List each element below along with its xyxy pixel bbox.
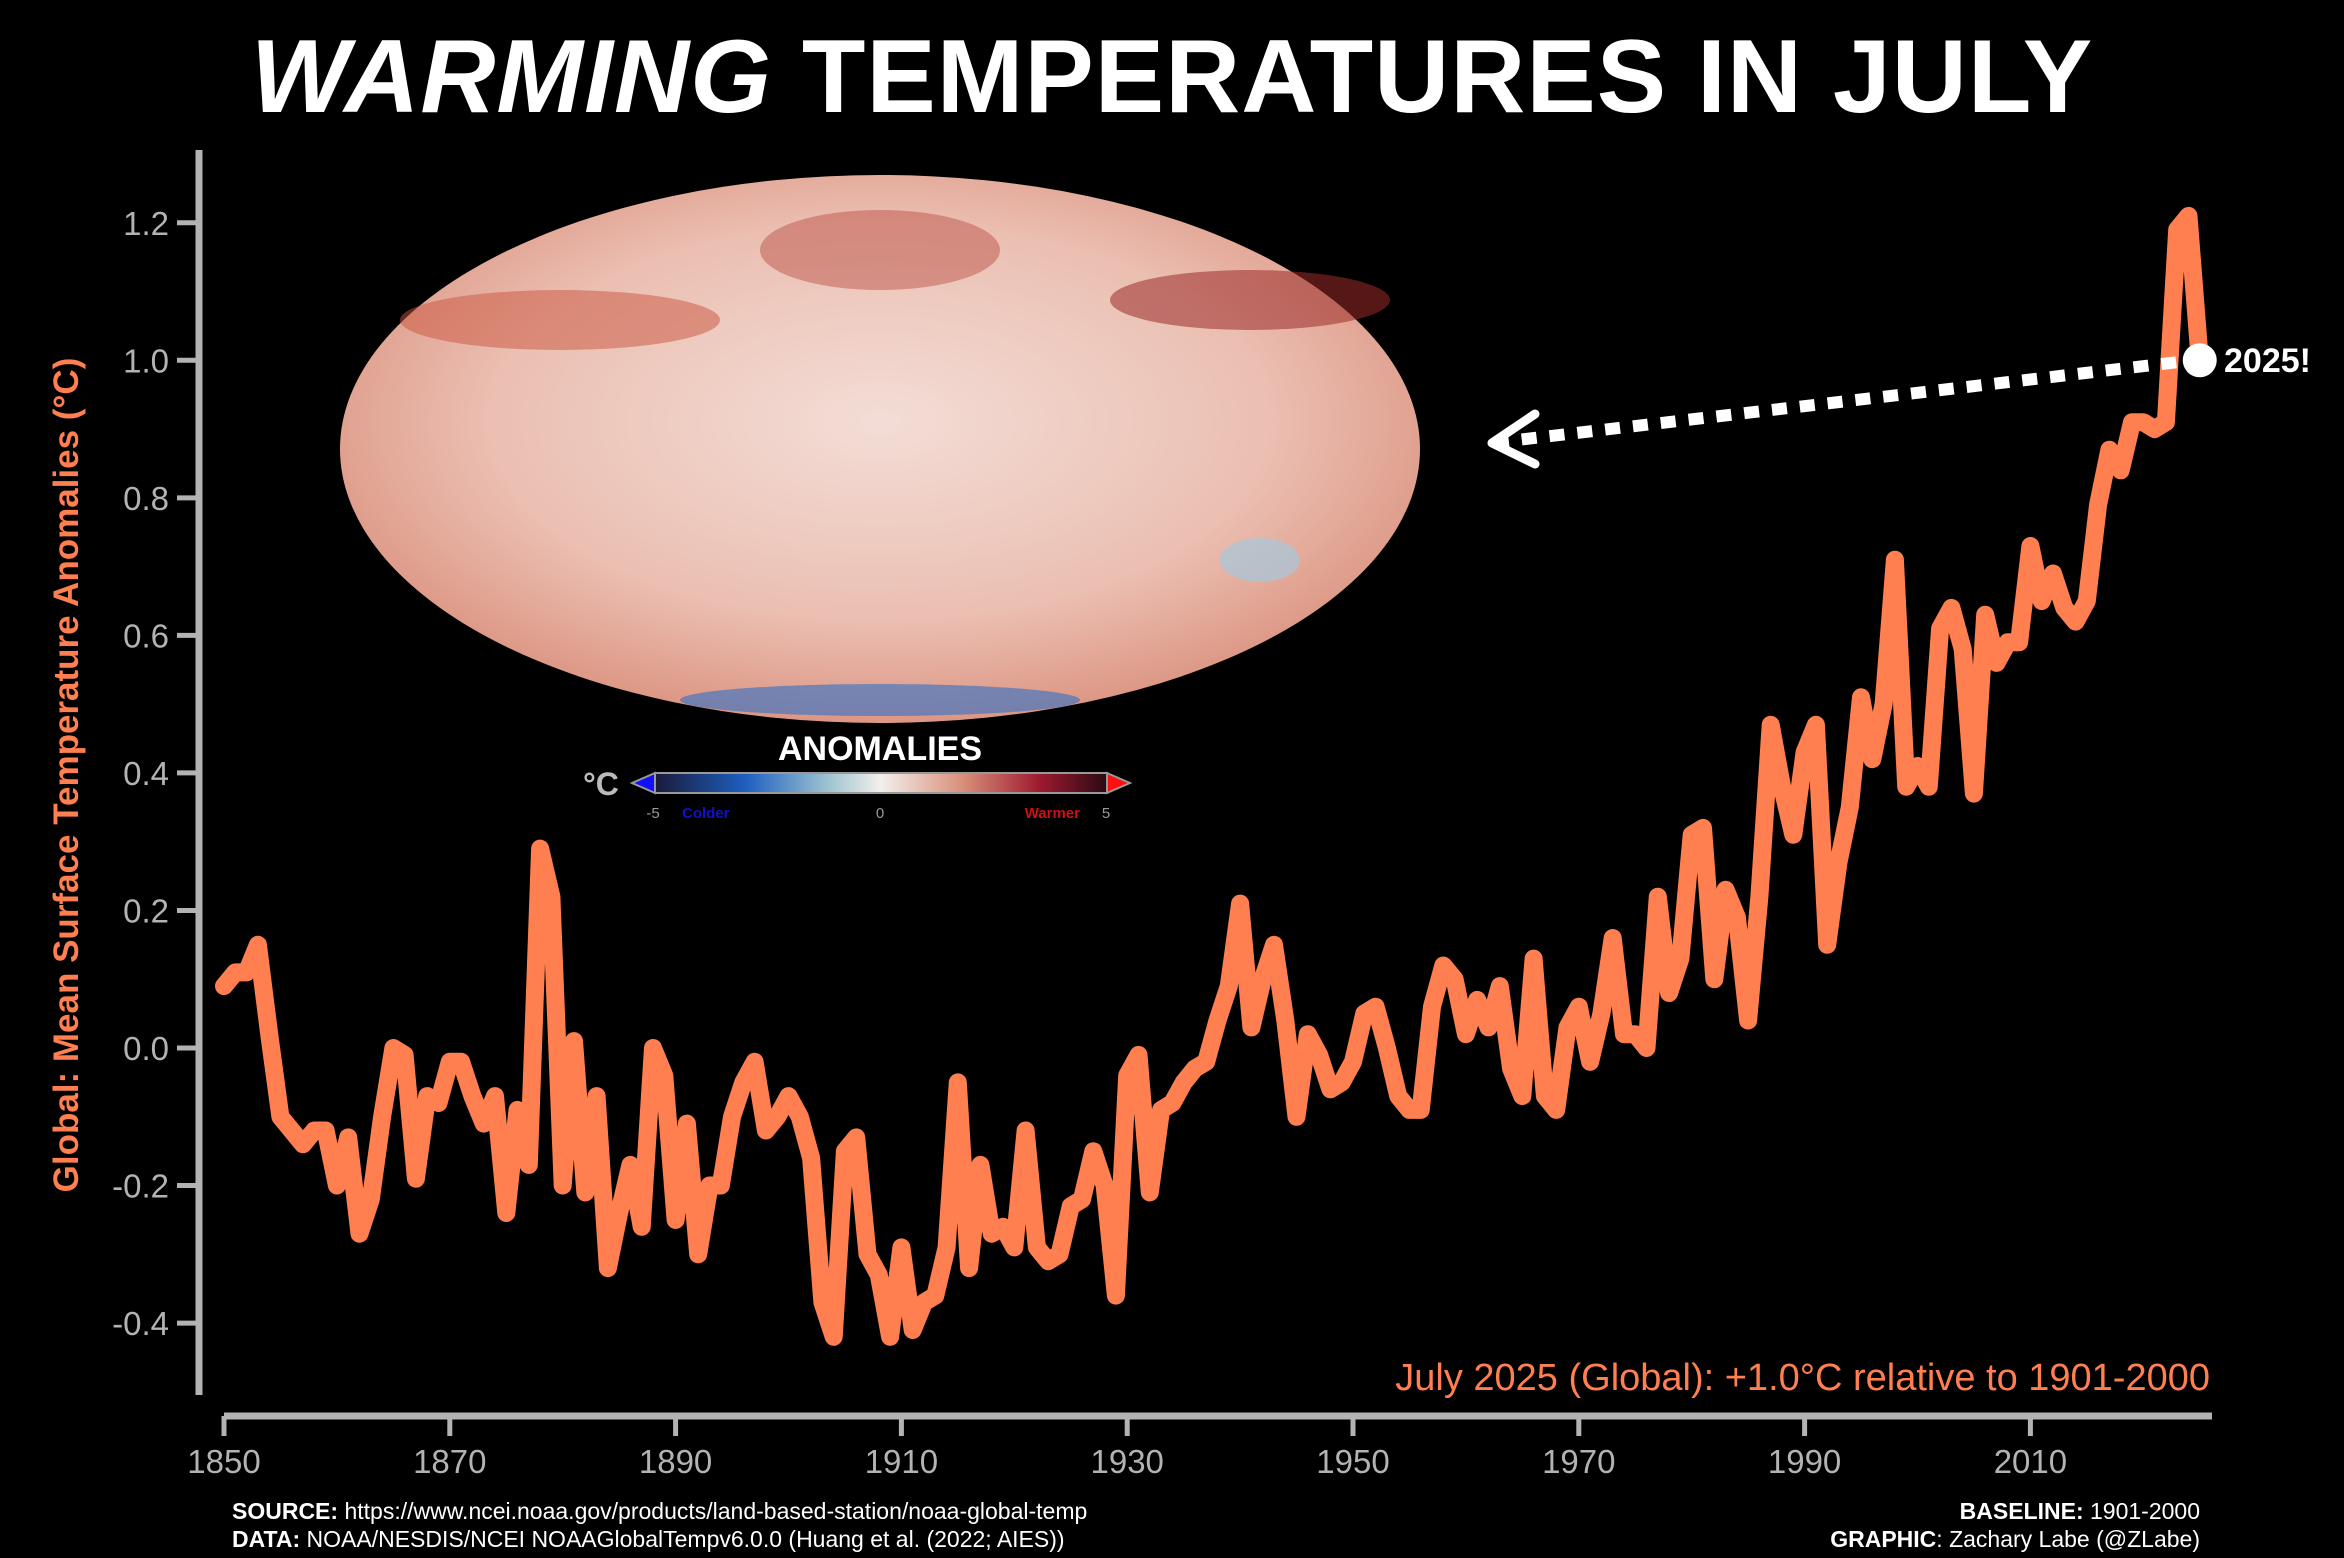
annotation-arrow: [1487, 353, 2205, 469]
colorbar: ANOMALIES °C -5 Colder 0 Warmer 5: [583, 730, 1133, 822]
y-tick-label: 0.4: [123, 755, 169, 792]
y-tick-label: -0.4: [112, 1305, 169, 1342]
x-tick-label: 1970: [1542, 1443, 1615, 1480]
title-emphasis: WARMING: [250, 19, 772, 135]
colorbar-cold-label: Colder: [682, 805, 730, 822]
x-tick-label: 1910: [865, 1443, 938, 1480]
y-tick-label: 0.8: [123, 480, 169, 517]
colorbar-min: -5: [646, 805, 659, 822]
annotation-caption: July 2025 (Global): +1.0°C relative to 1…: [1395, 1357, 2210, 1399]
y-tick-label: 0.0: [123, 1030, 169, 1067]
footer-source: SOURCE: https://www.ncei.noaa.gov/produc…: [232, 1498, 1088, 1524]
y-tick-label: -0.2: [112, 1168, 169, 1205]
colorbar-max: 5: [1102, 805, 1110, 822]
x-tick-label: 2010: [1994, 1443, 2067, 1480]
footer-graphic: GRAPHIC: Zachary Labe (@ZLabe): [1830, 1526, 2200, 1552]
x-tick-label: 1930: [1090, 1443, 1163, 1480]
colorbar-mid: 0: [876, 805, 884, 822]
x-tick-label: 1850: [187, 1443, 260, 1480]
colorbar-bar: [654, 772, 1108, 794]
highlight-label: 2025!: [2224, 342, 2311, 380]
y-tick-label: 1.2: [123, 205, 169, 242]
colorbar-warm-arrow: [1106, 771, 1133, 795]
colorbar-unit: °C: [583, 766, 619, 802]
footer-data: DATA: NOAA/NESDIS/NCEI NOAAGlobalTempv6.…: [232, 1526, 1065, 1552]
anomaly-map: [340, 175, 1420, 723]
title-rest: TEMPERATURES IN JULY: [801, 19, 2094, 135]
series-line: [215, 206, 2209, 1346]
x-tick-label: 1990: [1768, 1443, 1841, 1480]
source-url: https://www.ncei.noaa.gov/products/land-…: [344, 1498, 1088, 1524]
footer-baseline: BASELINE: 1901-2000: [1959, 1498, 2200, 1524]
x-tick-label: 1870: [413, 1443, 486, 1480]
x-tick-label: 1950: [1316, 1443, 1389, 1480]
y-tick-label: 0.6: [123, 617, 169, 654]
colorbar-title: ANOMALIES: [778, 730, 982, 768]
x-tick-label: 1890: [639, 1443, 712, 1480]
y-tick-label: 1.0: [123, 342, 169, 379]
y-tick-label: 0.2: [123, 892, 169, 929]
highlight-point-2025: [2182, 343, 2217, 378]
chart-title: WARMING TEMPERATURES IN JULY: [0, 18, 2344, 137]
y-axis-label: Global: Mean Surface Temperature Anomali…: [47, 358, 86, 1193]
colorbar-warm-label: Warmer: [1025, 805, 1080, 822]
colorbar-cold-arrow: [629, 771, 656, 795]
